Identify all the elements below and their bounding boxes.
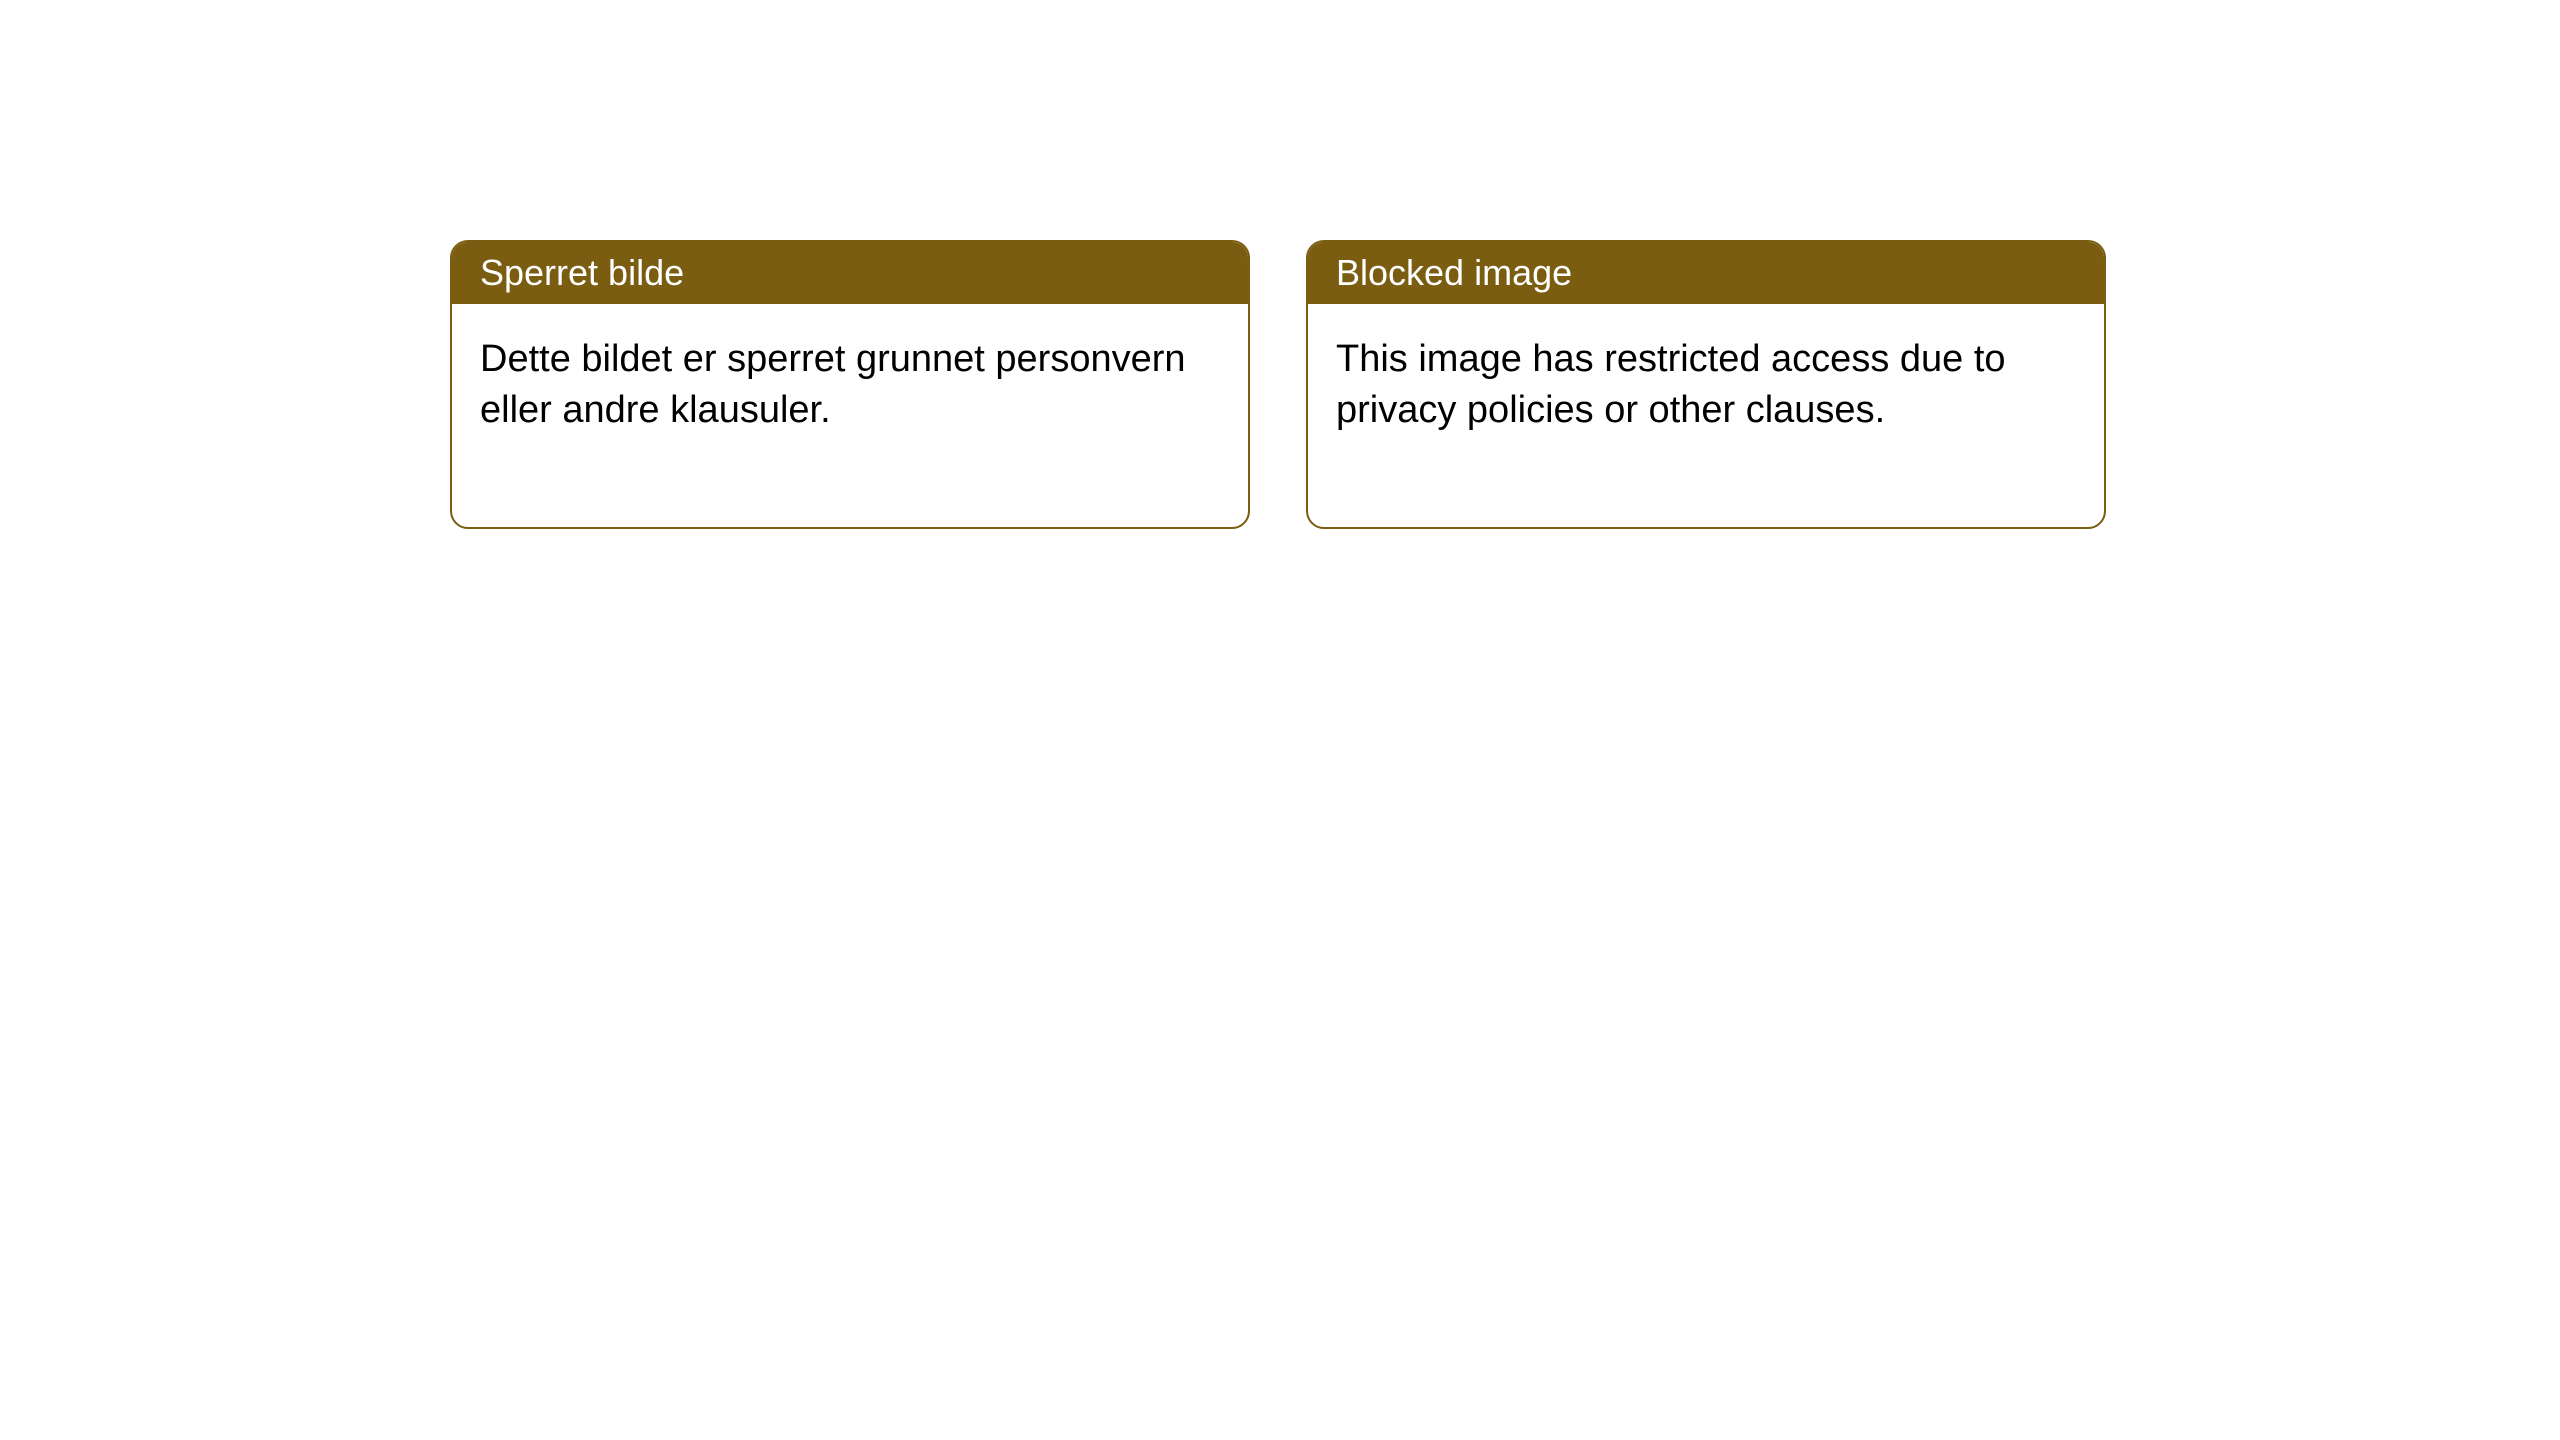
notice-title: Blocked image	[1336, 252, 1572, 293]
notice-header: Sperret bilde	[452, 242, 1248, 304]
notice-body-text: This image has restricted access due to …	[1336, 338, 2006, 431]
notice-box-english: Blocked image This image has restricted …	[1306, 240, 2106, 529]
notice-body: Dette bildet er sperret grunnet personve…	[452, 304, 1248, 527]
notice-body: This image has restricted access due to …	[1308, 304, 2104, 527]
notice-container: Sperret bilde Dette bildet er sperret gr…	[450, 240, 2106, 529]
notice-box-norwegian: Sperret bilde Dette bildet er sperret gr…	[450, 240, 1250, 529]
notice-body-text: Dette bildet er sperret grunnet personve…	[480, 338, 1186, 431]
notice-header: Blocked image	[1308, 242, 2104, 304]
notice-title: Sperret bilde	[480, 252, 684, 293]
